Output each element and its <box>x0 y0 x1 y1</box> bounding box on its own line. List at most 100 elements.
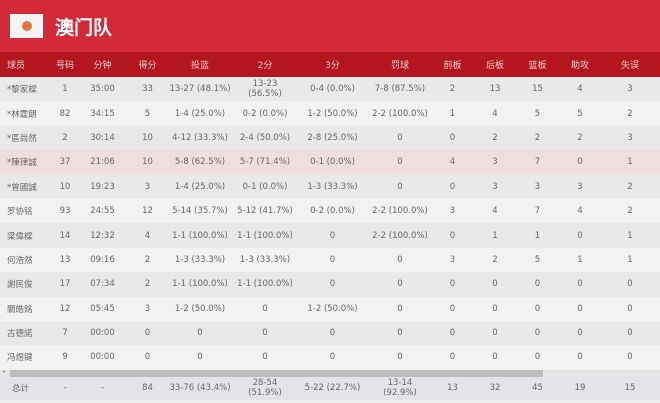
stat-cell: 4 <box>430 150 475 175</box>
stat-cell: 3 <box>430 247 475 273</box>
column-header[interactable]: 罚球 <box>370 52 430 77</box>
stat-cell: 0 <box>560 296 600 321</box>
column-header[interactable]: 篮板 <box>515 52 560 77</box>
stat-cell: 00:00 <box>75 320 130 346</box>
player-row[interactable]: *黎家樑 1 35:00 33 13-27 (48.1%) 13-23 (56.5%) 0-… <box>0 77 660 102</box>
column-header[interactable]: 投篮 <box>165 52 235 77</box>
stat-cell: 0 <box>560 150 600 175</box>
stat-cell: 2 <box>55 125 75 151</box>
stat-cell: 14 <box>55 223 75 248</box>
stat-cell: 12 <box>55 296 75 321</box>
stat-cell: 0 <box>370 320 430 346</box>
stat-cell: 0 <box>430 223 475 248</box>
horizontal-scrollbar[interactable]: ◂ <box>0 367 660 377</box>
player-row[interactable]: 謝民俊 17 07:34 2 1-1 (100.0%) 1-1 (100.0%) 0 0 0 0 0… <box>0 272 660 297</box>
scrollbar-thumb[interactable] <box>10 369 543 377</box>
stat-cell: 5 <box>560 101 600 126</box>
stat-cell: 35:00 <box>75 77 130 102</box>
stat-cell: 2 <box>600 101 660 126</box>
column-header[interactable]: 分钟 <box>75 52 130 77</box>
stat-cell: 05:45 <box>75 296 130 321</box>
total-cell: 总计 <box>0 376 55 400</box>
stat-cell: 0-1 (0.0%) <box>295 150 370 175</box>
stat-cell: 30:14 <box>75 125 130 151</box>
stat-cell: 13 <box>55 247 75 273</box>
stat-cell: 07:34 <box>75 272 130 297</box>
player-row[interactable]: *區尚然 2 30:14 10 4-12 (33.3%) 2-4 (50.0%) 2-8 (… <box>0 125 660 151</box>
total-cell: - <box>55 376 75 400</box>
stat-cell: 2-4 (50.0%) <box>235 125 295 151</box>
stat-cell: 0 <box>295 247 370 273</box>
stat-cell: 1 <box>430 101 475 126</box>
stat-cell: 3 <box>515 174 560 199</box>
player-row[interactable]: 冯煜键 9 00:00 0 0 0 0 0 0 0 0 0 0 <box>0 345 660 370</box>
stat-cell: 4 <box>475 198 515 224</box>
stat-cell: 2 <box>430 77 475 102</box>
scroll-left-arrow-icon[interactable]: ◂ <box>2 367 6 375</box>
stat-cell: 0 <box>560 320 600 346</box>
team-name: 澳门队 <box>55 16 113 39</box>
stat-cell: 0 <box>560 345 600 370</box>
stat-cell: 93 <box>55 198 75 224</box>
player-row[interactable]: *林霆朗 82 34:15 5 1-4 (25.0%) 0-2 (0.0%) 1-2 (50… <box>0 101 660 126</box>
stat-cell: 0 <box>430 345 475 370</box>
total-cell: 33-76 (43.4%) <box>165 376 235 400</box>
stat-cell: 2 <box>475 125 515 151</box>
stat-cell: 13-23 (56.5%) <box>235 77 295 102</box>
player-row[interactable]: 梁偉樑 14 12:32 4 1-1 (100.0%) 1-1 (100.0%) 0 2-2 … <box>0 223 660 248</box>
stat-cell: 4 <box>130 223 165 248</box>
total-cell: 32 <box>475 376 515 400</box>
player-row[interactable]: *曾國誠 10 19:23 3 1-4 (25.0%) 0-1 (0.0%) 1-3 (33… <box>0 174 660 199</box>
stat-cell: 00:00 <box>75 345 130 370</box>
stat-cell: 3 <box>475 174 515 199</box>
column-header[interactable]: 球员 <box>0 52 55 77</box>
stat-cell: 4-12 (33.3%) <box>165 125 235 151</box>
total-cell: 28-54 (51.9%) <box>235 376 295 400</box>
player-row[interactable]: 古德諾 7 00:00 0 0 0 0 0 0 0 0 0 0 <box>0 320 660 346</box>
stat-cell: 10 <box>130 125 165 151</box>
stat-cell: 2 <box>600 198 660 224</box>
player-name: *林霆朗 <box>0 101 55 126</box>
column-header[interactable]: 2分 <box>235 52 295 77</box>
stat-cell: 3 <box>475 150 515 175</box>
column-header[interactable]: 3分 <box>295 52 370 77</box>
player-row[interactable]: 何浩然 13 09:16 2 1-3 (33.3%) 1-3 (33.3%) 0 0 3 2 5 1 1 <box>0 247 660 273</box>
stat-cell: 1-3 (33.3%) <box>295 174 370 199</box>
stat-cell: 7-8 (87.5%) <box>370 77 430 102</box>
column-header[interactable]: 助攻 <box>560 52 600 77</box>
stat-cell: 21:06 <box>75 150 130 175</box>
stat-cell: 0 <box>370 247 430 273</box>
stat-cell: 2 <box>130 247 165 273</box>
stat-cell: 0 <box>235 296 295 321</box>
player-name: *黎家樑 <box>0 77 55 102</box>
column-header[interactable]: 得分 <box>130 52 165 77</box>
stat-cell: 1 <box>560 247 600 273</box>
stat-cell: 13 <box>475 77 515 102</box>
stat-cell: 2 <box>130 272 165 297</box>
team-header: 澳门队 <box>0 0 660 52</box>
total-cell: 19 <box>560 376 600 400</box>
column-header[interactable]: 后板 <box>475 52 515 77</box>
stat-cell: 5 <box>515 247 560 273</box>
player-row[interactable]: 罗协铭 93 24:55 12 5-14 (35.7%) 5-12 (41.7%) 0-2 … <box>0 198 660 224</box>
column-header[interactable]: 号码 <box>55 52 75 77</box>
stat-cell: 0 <box>515 320 560 346</box>
stat-cell: 0 <box>600 320 660 346</box>
column-header[interactable]: 前板 <box>430 52 475 77</box>
player-row[interactable]: *陳律誠 37 21:06 10 5-8 (62.5%) 5-7 (71.4%) 0-1 (… <box>0 150 660 175</box>
stat-cell: 1-2 (50.0%) <box>295 296 370 321</box>
stat-cell: 0 <box>165 320 235 346</box>
stat-cell: 1-1 (100.0%) <box>165 223 235 248</box>
column-header[interactable]: 失误 <box>600 52 660 77</box>
stat-cell: 13-27 (48.1%) <box>165 77 235 102</box>
total-cell: 13-14 (92.9%) <box>370 376 430 400</box>
stat-cell: 0-1 (0.0%) <box>235 174 295 199</box>
stat-cell: 12:32 <box>75 223 130 248</box>
player-row[interactable]: 關皓銘 12 05:45 3 1-2 (50.0%) 0 1-2 (50.0%) 0 0 0 0 0 0 <box>0 296 660 321</box>
stat-cell: 2-2 (100.0%) <box>370 101 430 126</box>
team-logo-icon <box>10 14 43 38</box>
stat-cell: 1-1 (100.0%) <box>235 223 295 248</box>
stat-cell: 0 <box>430 174 475 199</box>
player-name: 古德諾 <box>0 320 55 346</box>
stat-cell: 3 <box>600 77 660 102</box>
